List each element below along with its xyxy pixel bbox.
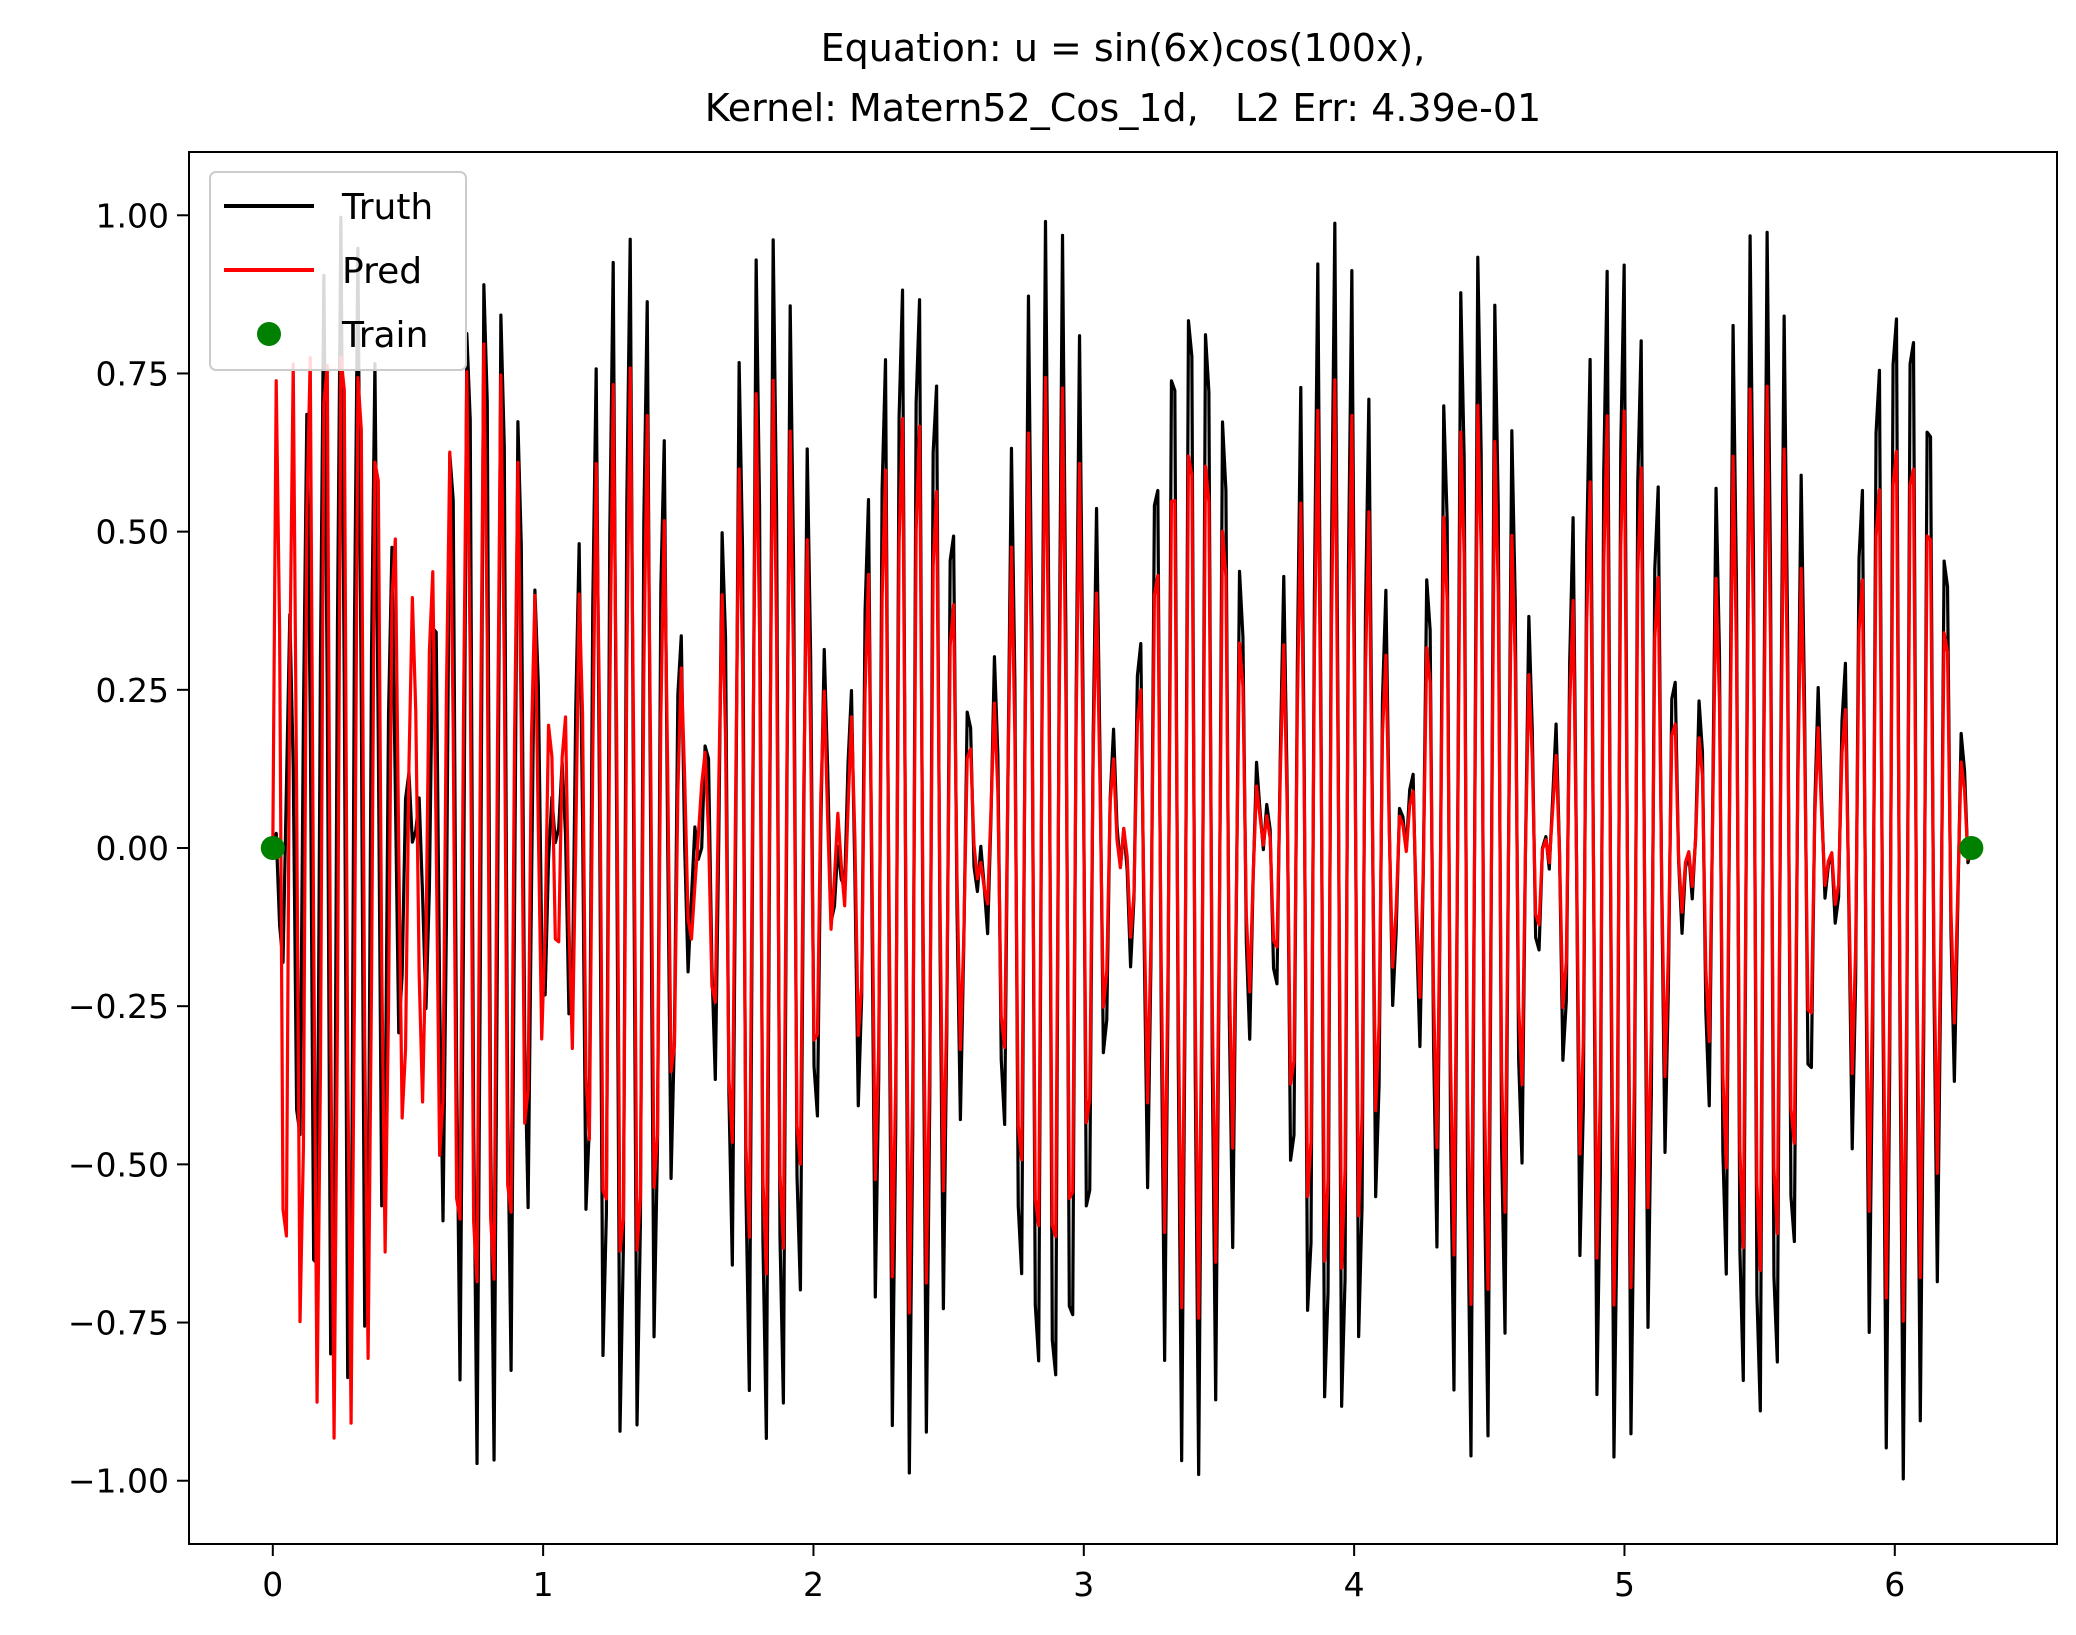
x-axis: 0 1 2 3 4 5 6 bbox=[262, 1544, 1905, 1604]
x-tick-label: 1 bbox=[533, 1565, 554, 1604]
series-layer bbox=[271, 215, 1973, 1481]
y-tick-label: 0.00 bbox=[96, 829, 169, 868]
y-tick-label: 0.50 bbox=[96, 513, 169, 552]
train-point bbox=[260, 836, 285, 860]
legend-pred-label: Pred bbox=[342, 251, 422, 292]
y-tick-label: 0.75 bbox=[96, 354, 169, 393]
series-line-pred bbox=[271, 342, 1973, 1440]
legend: Truth Pred Train bbox=[209, 171, 467, 371]
x-tick-label: 6 bbox=[1884, 1565, 1905, 1604]
y-tick-label: −0.25 bbox=[68, 987, 169, 1026]
scatter-layer bbox=[260, 836, 1984, 860]
x-tick-label: 4 bbox=[1344, 1565, 1365, 1604]
y-tick-label: −0.50 bbox=[68, 1145, 169, 1184]
x-tick-label: 5 bbox=[1614, 1565, 1635, 1604]
y-axis: 1.00 0.75 0.50 0.25 0.00 −0.25 −0.50 −0.75 −1.00 bbox=[68, 196, 189, 1501]
x-tick-label: 2 bbox=[803, 1565, 824, 1604]
y-tick-label: −0.75 bbox=[68, 1304, 169, 1343]
train-point bbox=[1959, 836, 1984, 860]
chart-title-line-2: Kernel: Matern52_Cos_1d, L2 Err: 4.39e-0… bbox=[704, 86, 1542, 130]
legend-train-label: Train bbox=[341, 315, 428, 356]
chart-title-line-1: Equation: u = sin(6x)cos(100x), bbox=[820, 26, 1426, 70]
x-tick-label: 3 bbox=[1073, 1565, 1094, 1604]
legend-box bbox=[209, 171, 467, 371]
y-tick-label: −1.00 bbox=[68, 1462, 169, 1501]
x-tick-label: 0 bbox=[262, 1565, 283, 1604]
y-tick-label: 1.00 bbox=[96, 196, 169, 235]
legend-train-marker bbox=[257, 322, 281, 346]
legend-truth-label: Truth bbox=[341, 187, 433, 228]
y-tick-label: 0.25 bbox=[96, 671, 169, 710]
